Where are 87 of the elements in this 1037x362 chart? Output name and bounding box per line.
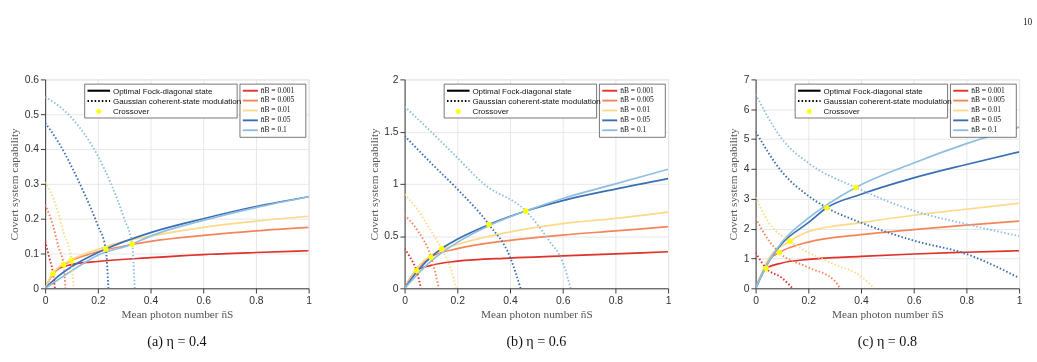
legend-label: n̄B = 0.01 — [971, 105, 1002, 115]
line-series — [404, 105, 572, 289]
line-series — [755, 217, 841, 289]
y-tick-label: 0.5 — [384, 230, 399, 242]
x-tick-label: 0.2 — [91, 294, 106, 306]
y-tick-label: 1 — [392, 178, 399, 190]
point — [68, 257, 75, 264]
y-tick-label: 1.5 — [384, 125, 399, 137]
line-series — [404, 214, 440, 289]
y-tick-label: 0.5 — [24, 108, 40, 120]
y-tick-label: 0.6 — [24, 73, 40, 85]
y-tick-label: 5 — [743, 133, 750, 145]
x-tick-label: 0 — [753, 294, 760, 306]
legend-label: n̄B = 0.05 — [620, 115, 651, 125]
y-tick-label: 0.3 — [24, 178, 40, 190]
legend-label: n̄B = 0.001 — [971, 85, 1006, 95]
y-tick-label: 7 — [743, 73, 750, 85]
legend-label: n̄B = 0.1 — [620, 125, 647, 135]
legend-label: n̄B = 0.005 — [971, 95, 1006, 105]
y-tick-label: 0.4 — [24, 143, 40, 155]
y-tick-label: 1 — [743, 252, 750, 264]
legend-label: n̄B = 0.01 — [260, 105, 291, 115]
y-axis-title: Covert system capability — [727, 127, 740, 241]
x-tick-label: 0.8 — [608, 294, 624, 306]
x-tick-label: 0.6 — [196, 294, 212, 306]
point — [486, 221, 492, 228]
x-tick-label: 0.6 — [556, 294, 571, 306]
legend-label: n̄B = 0.1 — [260, 125, 288, 135]
legend-label: n̄B = 0.001 — [620, 85, 655, 95]
x-tick-label: 0.8 — [249, 294, 264, 306]
x-tick-label: 0.6 — [907, 294, 922, 306]
x-tick-label: 0.4 — [143, 294, 159, 306]
x-tick-label: 0.4 — [503, 294, 518, 306]
x-tick-label: 0.2 — [450, 294, 466, 306]
y-tick-label: 0 — [33, 282, 40, 294]
point — [763, 265, 769, 272]
y-tick-label: 6 — [743, 103, 750, 115]
point — [852, 184, 859, 191]
point — [523, 208, 529, 214]
text: (c) η = 0.8 — [857, 332, 917, 350]
point — [50, 270, 56, 277]
legend-label: n̄B = 0.05 — [971, 115, 1002, 125]
legend-label: n̄B = 0.005 — [260, 95, 295, 105]
line-series — [755, 251, 794, 289]
y-tick-label: 3 — [743, 193, 750, 205]
x-tick-label: 0.4 — [854, 294, 869, 306]
y-axis-title: Covert system capability — [8, 127, 21, 241]
y-tick-label: 0.1 — [24, 247, 40, 259]
x-axis-title: Mean photon number n̄S — [121, 307, 234, 320]
x-tick-label: 1 — [1016, 294, 1023, 306]
point — [776, 249, 783, 256]
y-tick-label: 0 — [743, 282, 750, 294]
point — [787, 238, 793, 244]
x-tick-label: 1 — [306, 294, 313, 306]
point — [102, 246, 109, 252]
x-tick-label: 0 — [42, 294, 49, 306]
legend-label: n̄B = 0.01 — [620, 105, 651, 115]
y-tick-label: 2 — [743, 222, 750, 234]
text: (a) η = 0.4 — [147, 332, 207, 350]
x-tick-label: 0.2 — [801, 294, 817, 306]
x-tick-label: 1 — [665, 294, 672, 306]
x-axis-title: Mean photon number n̄S — [480, 307, 593, 320]
y-axis-title: Covert system capability — [367, 127, 380, 241]
x-axis-title: Mean photon number n̄S — [831, 307, 944, 320]
x-tick-label: 0 — [402, 294, 409, 306]
text: (b) η = 0.6 — [506, 332, 567, 350]
y-tick-label: 4 — [743, 163, 750, 175]
y-tick-label: 0 — [392, 282, 399, 294]
y-tick-label: 0.2 — [24, 212, 40, 224]
x-tick-label: 0.8 — [959, 294, 975, 306]
point — [428, 254, 434, 260]
point — [438, 245, 445, 252]
line-series — [404, 134, 522, 289]
line-series — [404, 247, 422, 289]
point — [823, 204, 830, 211]
point — [129, 241, 135, 247]
legend-label: n̄B = 0.005 — [620, 95, 655, 105]
text: 10 — [1022, 16, 1033, 27]
point — [413, 267, 420, 274]
legend-label: n̄B = 0.05 — [260, 115, 291, 125]
line-series — [404, 193, 457, 289]
y-tick-label: 2 — [392, 73, 399, 85]
line-series — [45, 122, 110, 289]
legend-label: n̄B = 0.1 — [971, 125, 998, 135]
line-series — [755, 196, 876, 289]
legend-label: n̄B = 0.001 — [260, 85, 295, 95]
point — [60, 261, 67, 268]
